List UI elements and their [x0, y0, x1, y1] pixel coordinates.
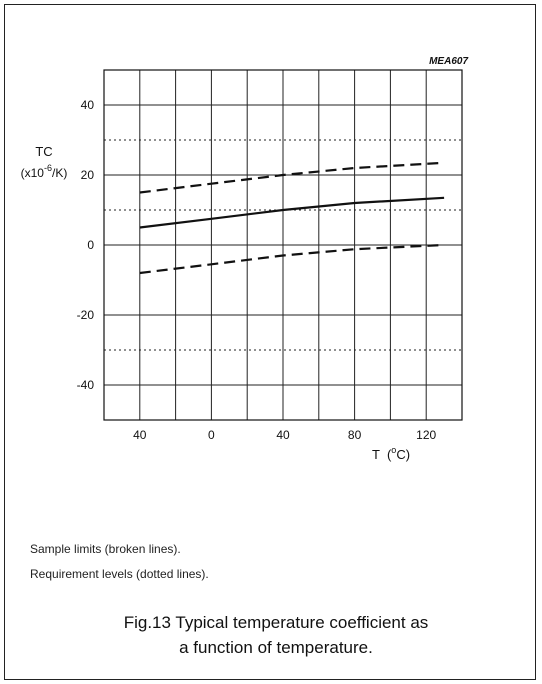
figure-frame — [4, 4, 536, 680]
sample-limit-line — [139, 243, 445, 275]
x-tick-label: 80 — [348, 428, 362, 442]
typical-tc-line — [139, 196, 445, 229]
y-tick-label: 0 — [87, 238, 94, 252]
chart: 40 0 40 80 120 40 20 0 -20 -40 MEA607 TC (x10-6/… — [21, 56, 469, 462]
note-requirement-levels: Requirement levels (dotted lines). — [30, 567, 209, 581]
x-label-name: T — [372, 447, 380, 462]
y-tick-label: -20 — [77, 308, 95, 322]
chart-id-label: MEA607 — [429, 56, 468, 67]
y-axis-unit: (x10-6/K) — [21, 163, 68, 180]
series-layer — [139, 161, 445, 275]
figure-caption: Fig.13 Typical temperature coefficient a… — [66, 610, 486, 660]
sample-limit-line — [139, 161, 445, 194]
plot-border — [103, 69, 463, 421]
note-sample-limits: Sample limits (broken lines). — [30, 542, 181, 556]
x-unit-suffix: C) — [396, 447, 410, 462]
caption-line-1: Fig.13 Typical temperature coefficient a… — [123, 613, 429, 632]
y-tick-labels: 40 20 0 -20 -40 — [77, 98, 95, 392]
caption-line-2: a function of temperature. — [179, 638, 373, 657]
y-unit-exponent: -6 — [44, 163, 52, 173]
x-tick-label: 0 — [208, 428, 215, 442]
y-unit-suffix: /K) — [52, 166, 67, 180]
y-unit-prefix: (x10 — [21, 166, 45, 180]
x-unit-degree: o — [391, 445, 396, 455]
x-tick-label: 120 — [416, 428, 436, 442]
y-tick-label: 20 — [81, 168, 95, 182]
y-tick-label: 40 — [81, 98, 95, 112]
x-tick-label: 40 — [276, 428, 290, 442]
x-tick-label: 40 — [133, 428, 147, 442]
x-axis-label: T (oC) — [372, 445, 410, 462]
x-tick-labels: 40 0 40 80 120 — [133, 428, 436, 442]
y-axis-label: TC — [35, 144, 52, 159]
chart-grid — [104, 70, 462, 420]
x-unit-prefix: ( — [387, 447, 392, 462]
y-tick-label: -40 — [77, 378, 95, 392]
